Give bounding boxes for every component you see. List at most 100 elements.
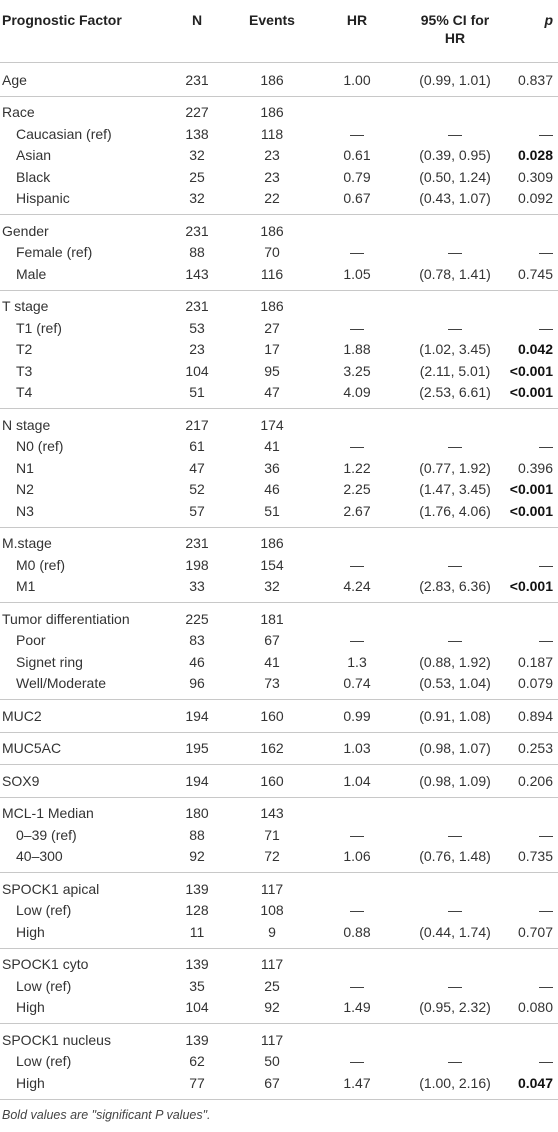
table-cell: 116	[260, 265, 284, 282]
table-cell: 160	[260, 707, 284, 724]
table-cell: 23	[264, 168, 280, 185]
table-cell: 139	[185, 956, 209, 972]
group-rule	[0, 948, 558, 949]
group-rule	[0, 602, 558, 603]
table-cell: 50	[264, 1053, 280, 1069]
column-header: N	[191, 12, 203, 28]
table-cell: 0.080	[517, 999, 553, 1015]
table-cell: —	[539, 125, 553, 142]
table-cell: 53	[189, 319, 205, 336]
row-label: M1	[16, 578, 36, 594]
table-cell: —	[539, 977, 553, 994]
table-cell: 61	[189, 438, 205, 454]
table-cell: 0.79	[343, 168, 371, 185]
column-header: Prognostic Factor	[2, 12, 122, 28]
row-label: Black	[16, 168, 51, 185]
table-cell: 67	[264, 632, 280, 648]
row-label: Race	[2, 104, 35, 120]
table-cell: <0.001	[509, 502, 553, 519]
row-label: Asian	[16, 147, 52, 163]
table-cell: (1.47, 3.45)	[419, 481, 491, 497]
table-cell: <0.001	[509, 481, 553, 497]
table-cell: 1.00	[343, 71, 371, 88]
table-cell: 0.396	[517, 459, 553, 476]
table-cell: 194	[185, 772, 209, 789]
row-label: Low (ref)	[16, 902, 72, 918]
table-cell: (0.39, 0.95)	[419, 147, 491, 163]
row-label: SPOCK1 cyto	[2, 956, 89, 972]
table-cell: 77	[189, 1074, 205, 1091]
table-cell: 108	[260, 902, 284, 918]
group-rule	[0, 1099, 558, 1100]
table-cell: 139	[185, 880, 209, 897]
table-cell: (2.53, 6.61)	[419, 384, 491, 400]
table-cell: 117	[260, 1031, 284, 1048]
table-cell: 11	[189, 923, 205, 940]
table-cell: 70	[264, 244, 280, 260]
table-cell: 0.74	[343, 675, 371, 691]
row-label: Age	[2, 71, 27, 88]
row-label: T2	[16, 341, 33, 357]
table-cell: 47	[189, 459, 205, 476]
table-cell: —	[448, 319, 462, 336]
row-label: Low (ref)	[16, 1053, 72, 1069]
table-cell: 36	[264, 459, 280, 476]
table-cell: 0.707	[517, 923, 553, 940]
table-cell: 231	[185, 298, 209, 314]
table-cell: 1.04	[343, 772, 371, 789]
table-cell: 181	[260, 610, 284, 627]
table-cell: —	[350, 319, 364, 336]
table-cell: (2.83, 6.36)	[419, 578, 491, 594]
column-header: HR	[346, 12, 368, 28]
table-cell: 180	[185, 805, 209, 821]
row-label: Gender	[2, 222, 49, 239]
group-rule	[0, 764, 558, 765]
row-label: N0 (ref)	[16, 438, 64, 454]
table-cell: —	[539, 244, 553, 260]
table-cell: —	[448, 902, 462, 918]
column-header: 95% CI for HR	[420, 12, 490, 46]
table-cell: 72	[264, 848, 280, 864]
table-cell: (0.53, 1.04)	[419, 675, 491, 691]
table-cell: —	[539, 319, 553, 336]
table-cell: —	[350, 1053, 364, 1069]
table-cell: 23	[189, 341, 205, 357]
row-label: High	[16, 923, 45, 940]
table-cell: 186	[260, 71, 284, 88]
row-label: High	[16, 1074, 45, 1091]
table-cell: 194	[185, 707, 209, 724]
row-label: MUC2	[2, 707, 42, 724]
table-cell: (0.43, 1.07)	[419, 190, 491, 206]
table-cell: 0.735	[517, 848, 553, 864]
table-cell: 51	[264, 502, 280, 519]
group-rule	[0, 527, 558, 528]
table-cell: 1.49	[343, 999, 371, 1015]
table-cell: 73	[264, 675, 280, 691]
row-label: Well/Moderate	[16, 675, 107, 691]
table-cell: 195	[185, 740, 209, 756]
table-cell: 186	[260, 222, 284, 239]
table-cell: —	[448, 826, 462, 843]
table-cell: 9	[268, 923, 276, 940]
table-cell: 1.47	[343, 1074, 371, 1091]
table-cell: 117	[260, 880, 284, 897]
table-cell: 0.187	[517, 653, 553, 670]
table-cell: 104	[185, 362, 209, 379]
column-header: p	[544, 12, 553, 28]
table-cell: 174	[260, 416, 284, 433]
row-label: 40–300	[16, 848, 63, 864]
table-cell: 41	[264, 438, 280, 454]
table-cell: —	[539, 556, 553, 573]
row-label: M.stage	[2, 535, 52, 551]
row-label: High	[16, 999, 45, 1015]
table-cell: <0.001	[509, 362, 553, 379]
table-cell: (0.76, 1.48)	[419, 848, 491, 864]
table-cell: 32	[189, 190, 205, 206]
row-label: T3	[16, 362, 33, 379]
table-cell: 0.837	[517, 71, 553, 88]
table-cell: —	[350, 125, 364, 142]
table-cell: 88	[189, 826, 205, 843]
table-cell: —	[539, 902, 553, 918]
table-cell: 186	[260, 104, 284, 120]
table-cell: 139	[185, 1031, 209, 1048]
